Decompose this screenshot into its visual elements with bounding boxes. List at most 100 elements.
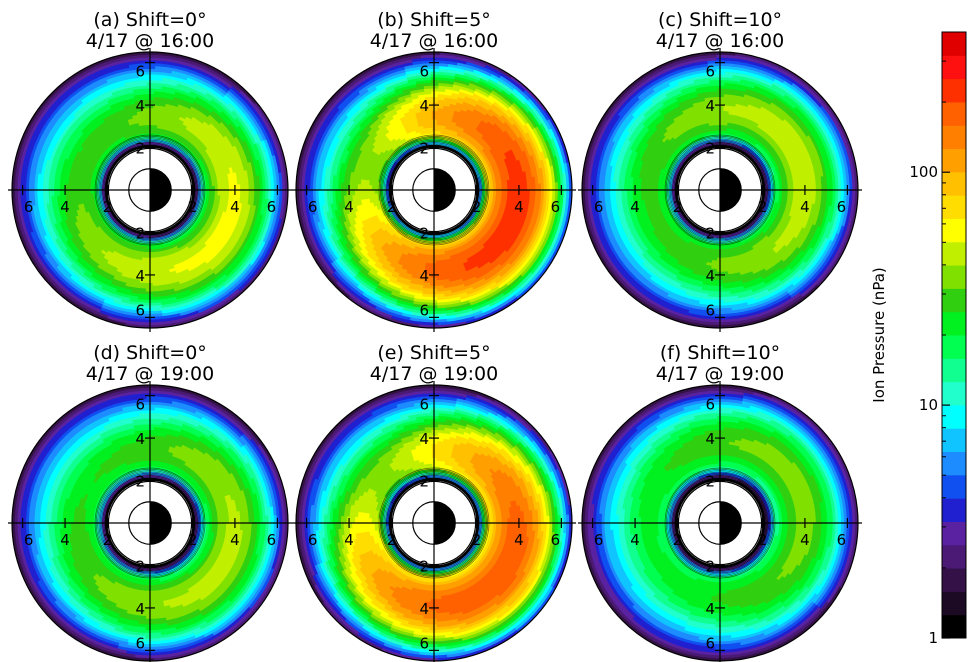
y-tick-label: 2 xyxy=(705,140,715,158)
y-tick-label: 6 xyxy=(135,396,145,414)
x-tick-label: 4 xyxy=(514,531,524,549)
colorbar-swatch xyxy=(942,218,966,243)
panel-subtitle: 4/17 @ 19:00 xyxy=(656,363,785,385)
y-tick-label: 2 xyxy=(135,140,145,158)
x-tick-label: 2 xyxy=(188,198,198,216)
y-tick-label: 4 xyxy=(419,600,429,618)
y-tick-label: 6 xyxy=(419,63,429,81)
colorbar-swatch xyxy=(942,451,966,476)
colorbar-swatch xyxy=(942,358,966,383)
x-tick-label: 2 xyxy=(188,531,198,549)
x-tick-label: 6 xyxy=(837,198,847,216)
y-tick-label: 4 xyxy=(419,430,429,448)
x-tick-label: 6 xyxy=(267,531,277,549)
x-tick-label: 2 xyxy=(673,531,683,549)
x-tick-label: 6 xyxy=(594,531,604,549)
panel-title: (f) Shift=10° xyxy=(660,342,780,364)
panel-title: (c) Shift=10° xyxy=(658,9,782,31)
colorbar-swatch xyxy=(942,614,966,639)
y-tick-label: 2 xyxy=(705,473,715,491)
x-tick-label: 4 xyxy=(800,531,810,549)
y-tick-label: 2 xyxy=(419,557,429,575)
colorbar-swatch xyxy=(942,195,966,219)
colorbar-swatch xyxy=(942,404,966,429)
y-tick-label: 4 xyxy=(705,430,715,448)
y-tick-label: 6 xyxy=(705,63,715,81)
x-tick-label: 2 xyxy=(673,198,683,216)
colorbar-tick-label: 10 xyxy=(919,396,938,414)
colorbar-swatch xyxy=(942,55,966,80)
y-tick-label: 4 xyxy=(135,600,145,618)
x-tick-label: 4 xyxy=(514,198,524,216)
y-tick-label: 2 xyxy=(705,557,715,575)
y-tick-label: 4 xyxy=(705,600,715,618)
y-tick-label: 4 xyxy=(705,97,715,115)
colorbar: 1 10 100 Ion Pressure (nPa) xyxy=(870,31,967,647)
y-tick-label: 6 xyxy=(705,301,715,319)
colorbar-label: Ion Pressure (nPa) xyxy=(870,267,888,402)
x-tick-label: 6 xyxy=(837,531,847,549)
colorbar-swatch xyxy=(942,265,966,289)
colorbar-swatch xyxy=(942,474,966,499)
panel-subtitle: 4/17 @ 19:00 xyxy=(370,363,499,385)
x-tick-label: 4 xyxy=(230,198,240,216)
panel-subtitle: 4/17 @ 19:00 xyxy=(86,363,215,385)
x-tick-label: 4 xyxy=(230,531,240,549)
panel-e: 6 4 2 2 4 6 6 4 2 2 4 6 (e) Shift=5°4/17 @ 19:00 xyxy=(292,342,576,662)
colorbar-swatch xyxy=(942,32,966,56)
panel-b: 6 4 2 2 4 6 6 4 2 2 4 6 (b) Shift=5°4/17 @ 16:00 xyxy=(292,9,576,332)
panels: 6 4 2 2 4 6 6 4 2 2 4 6 (a) Shift=0° 4/17 @ 16:00 6 4 2 2… xyxy=(8,9,862,662)
y-tick-label: 6 xyxy=(705,634,715,652)
y-tick-label: 6 xyxy=(419,301,429,319)
y-tick-label: 6 xyxy=(419,396,429,414)
x-tick-label: 6 xyxy=(594,198,604,216)
panel-title: (d) Shift=0° xyxy=(93,342,207,364)
y-tick-label: 6 xyxy=(705,396,715,414)
colorbar-swatch xyxy=(942,498,966,522)
y-tick-label: 2 xyxy=(135,473,145,491)
x-tick-label: 4 xyxy=(60,531,70,549)
colorbar-swatch xyxy=(942,521,966,546)
colorbar-swatch xyxy=(942,311,966,336)
x-tick-label: 6 xyxy=(308,531,318,549)
x-tick-label: 6 xyxy=(24,531,34,549)
x-tick-label: 4 xyxy=(344,531,354,549)
colorbar-swatch xyxy=(942,544,966,569)
x-tick-label: 4 xyxy=(630,531,640,549)
colorbar-swatch xyxy=(942,381,966,406)
x-tick-label: 6 xyxy=(551,198,561,216)
y-tick-label: 2 xyxy=(135,224,145,242)
colorbar-swatch xyxy=(942,568,966,592)
colorbar-tick-label: 100 xyxy=(909,163,938,181)
panel-f: 6 4 2 2 4 6 6 4 2 2 4 6 (f) Shift=10°4/17 @ 19:00 xyxy=(578,342,862,662)
x-tick-label: 2 xyxy=(758,531,768,549)
x-tick-label: 2 xyxy=(758,198,768,216)
y-tick-label: 4 xyxy=(135,267,145,285)
x-tick-label: 4 xyxy=(630,198,640,216)
panel-title: (b) Shift=5° xyxy=(377,9,491,31)
x-tick-label: 2 xyxy=(472,531,482,549)
x-tick-label: 2 xyxy=(387,531,397,549)
x-tick-label: 2 xyxy=(103,531,113,549)
panel-c: 6 4 2 2 4 6 6 4 2 2 4 6 (c) Shift=10°4/17 @ 16:00 xyxy=(578,9,862,332)
colorbar-swatch xyxy=(942,428,966,453)
y-tick-label: 2 xyxy=(419,140,429,158)
y-tick-label: 6 xyxy=(135,634,145,652)
y-tick-label: 2 xyxy=(419,224,429,242)
colorbar-swatch xyxy=(942,171,966,196)
colorbar-swatch xyxy=(942,591,966,616)
panel-a: 6 4 2 2 4 6 6 4 2 2 4 6 (a) Shift=0°4/17 @ 16:00 xyxy=(8,9,292,332)
y-tick-label: 6 xyxy=(135,301,145,319)
panel-subtitle: 4/17 @ 16:00 xyxy=(370,30,499,52)
colorbar-swatch xyxy=(942,78,966,103)
panel-title: (a) Shift=0° xyxy=(93,9,206,31)
y-tick-label: 4 xyxy=(419,267,429,285)
colorbar-swatch xyxy=(942,241,966,266)
x-tick-label: 6 xyxy=(308,198,318,216)
colorbar-swatch xyxy=(942,101,966,126)
colorbar-swatch xyxy=(942,148,966,173)
y-tick-label: 6 xyxy=(135,63,145,81)
y-tick-label: 6 xyxy=(419,634,429,652)
x-tick-label: 4 xyxy=(800,198,810,216)
